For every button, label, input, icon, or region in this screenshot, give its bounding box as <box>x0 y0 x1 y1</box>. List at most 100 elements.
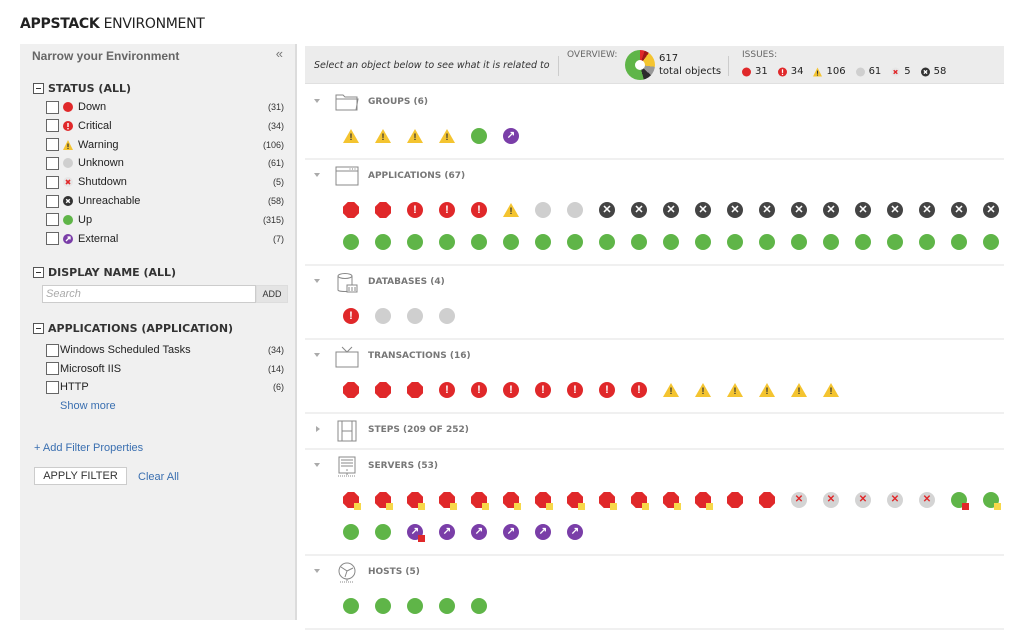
up-object-with-badge[interactable] <box>983 492 1001 510</box>
section-header[interactable]: APPLICATIONS (67) <box>305 160 1004 194</box>
warning-object-icon[interactable] <box>791 382 807 398</box>
unreachable-object-icon[interactable] <box>759 202 775 218</box>
external-object-icon[interactable] <box>567 524 583 540</box>
down-object-with-badge[interactable] <box>695 492 713 510</box>
external-object-with-badge[interactable] <box>407 524 425 542</box>
collapse-minus-icon[interactable] <box>33 323 44 334</box>
unknown-object-icon[interactable] <box>407 308 423 324</box>
up-object-icon[interactable] <box>407 234 423 250</box>
critical-object-icon[interactable] <box>439 202 455 218</box>
caret-down-icon[interactable] <box>314 353 320 357</box>
unknown-object-icon[interactable] <box>535 202 551 218</box>
section-header[interactable]: GROUPS (6) <box>305 86 1004 120</box>
warning-object-icon[interactable] <box>727 382 743 398</box>
warning-object-icon[interactable] <box>663 382 679 398</box>
up-object-icon[interactable] <box>663 234 679 250</box>
up-object-icon[interactable] <box>631 234 647 250</box>
critical-object-icon[interactable] <box>343 308 359 324</box>
up-object-icon[interactable] <box>759 234 775 250</box>
warning-object-icon[interactable] <box>439 128 455 144</box>
up-object-icon[interactable] <box>375 524 391 540</box>
down-object-with-badge[interactable] <box>535 492 553 510</box>
external-object-icon[interactable] <box>535 524 551 540</box>
unreachable-object-icon[interactable] <box>919 202 935 218</box>
unreachable-object-icon[interactable] <box>791 202 807 218</box>
checkbox[interactable] <box>46 119 59 133</box>
applications-section-title[interactable]: APPLICATIONS (APPLICATION) <box>33 322 233 335</box>
unreachable-object-icon[interactable] <box>823 202 839 218</box>
show-more-link[interactable]: Show more <box>60 400 116 412</box>
critical-object-icon[interactable] <box>407 202 423 218</box>
critical-object-icon[interactable] <box>503 382 519 398</box>
down-object-with-badge[interactable] <box>567 492 585 510</box>
up-object-icon[interactable] <box>503 234 519 250</box>
up-object-icon[interactable] <box>919 234 935 250</box>
warning-object-icon[interactable] <box>343 128 359 144</box>
unreachable-object-icon[interactable] <box>727 202 743 218</box>
display-name-section-title[interactable]: DISPLAY NAME (ALL) <box>33 266 176 279</box>
down-object-with-badge[interactable] <box>471 492 489 510</box>
critical-object-icon[interactable] <box>567 382 583 398</box>
up-object-icon[interactable] <box>439 234 455 250</box>
up-object-icon[interactable] <box>567 234 583 250</box>
down-object-icon[interactable] <box>407 382 423 398</box>
section-header[interactable]: STEPS (209 OF 252) <box>305 414 1004 448</box>
up-object-icon[interactable] <box>375 234 391 250</box>
up-object-icon[interactable] <box>887 234 903 250</box>
unknown-object-icon[interactable] <box>439 308 455 324</box>
checkbox[interactable] <box>46 380 59 394</box>
warning-object-icon[interactable] <box>503 202 519 218</box>
unreachable-object-icon[interactable] <box>855 202 871 218</box>
checkbox[interactable] <box>46 100 59 114</box>
status-filter-critical[interactable]: Critical (34) <box>46 117 284 135</box>
down-object-with-badge[interactable] <box>375 492 393 510</box>
unreachable-object-icon[interactable] <box>951 202 967 218</box>
search-input[interactable] <box>42 285 256 303</box>
up-object-with-badge[interactable] <box>951 492 969 510</box>
down-object-with-badge[interactable] <box>503 492 521 510</box>
caret-down-icon[interactable] <box>314 279 320 283</box>
external-object-icon[interactable] <box>439 524 455 540</box>
down-object-with-badge[interactable] <box>343 492 361 510</box>
application-filter-item[interactable]: Windows Scheduled Tasks (34) <box>46 341 284 359</box>
up-object-icon[interactable] <box>855 234 871 250</box>
apply-filter-button[interactable]: APPLY FILTER <box>34 467 127 485</box>
shutdown-object-icon[interactable] <box>855 492 871 508</box>
down-object-icon[interactable] <box>375 202 391 218</box>
status-filter-unreachable[interactable]: Unreachable (58) <box>46 192 284 210</box>
section-header[interactable]: HOSTS (5) <box>305 556 1004 590</box>
clear-all-link[interactable]: Clear All <box>138 471 179 483</box>
critical-object-icon[interactable] <box>535 382 551 398</box>
up-object-icon[interactable] <box>471 598 487 614</box>
up-object-icon[interactable] <box>375 598 391 614</box>
warning-object-icon[interactable] <box>407 128 423 144</box>
external-object-icon[interactable] <box>503 128 519 144</box>
critical-object-icon[interactable] <box>599 382 615 398</box>
up-object-icon[interactable] <box>983 234 999 250</box>
shutdown-object-icon[interactable] <box>887 492 903 508</box>
warning-object-icon[interactable] <box>823 382 839 398</box>
status-filter-down[interactable]: Down (31) <box>46 98 284 116</box>
status-section-title[interactable]: STATUS (ALL) <box>33 82 131 95</box>
down-object-with-badge[interactable] <box>663 492 681 510</box>
checkbox[interactable] <box>46 156 59 170</box>
add-filter-properties-link[interactable]: + Add Filter Properties <box>34 442 144 454</box>
status-filter-shutdown[interactable]: Shutdown (5) <box>46 173 284 191</box>
up-object-icon[interactable] <box>471 234 487 250</box>
unreachable-object-icon[interactable] <box>631 202 647 218</box>
checkbox[interactable] <box>46 175 59 189</box>
status-filter-external[interactable]: External (7) <box>46 230 284 248</box>
application-filter-item[interactable]: HTTP (6) <box>46 378 284 396</box>
checkbox[interactable] <box>46 362 59 375</box>
up-object-icon[interactable] <box>727 234 743 250</box>
status-filter-up[interactable]: Up (315) <box>46 211 284 229</box>
external-object-icon[interactable] <box>503 524 519 540</box>
down-object-with-badge[interactable] <box>599 492 617 510</box>
collapse-sidebar-icon[interactable]: « <box>275 46 283 61</box>
section-header[interactable]: TRANSACTIONS (16) <box>305 340 1004 374</box>
critical-object-icon[interactable] <box>471 202 487 218</box>
shutdown-object-icon[interactable] <box>823 492 839 508</box>
unreachable-object-icon[interactable] <box>663 202 679 218</box>
application-filter-item[interactable]: Microsoft IIS (14) <box>46 360 284 378</box>
caret-down-icon[interactable] <box>314 99 320 103</box>
